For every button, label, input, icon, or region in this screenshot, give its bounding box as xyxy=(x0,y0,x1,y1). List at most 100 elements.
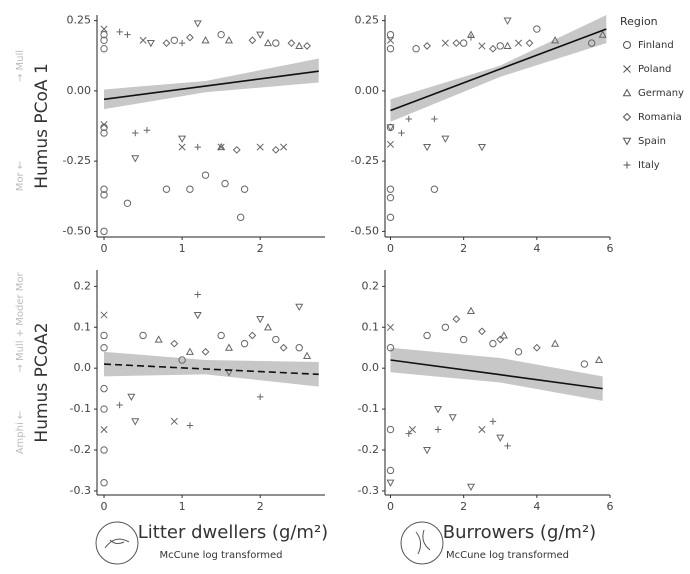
point xyxy=(433,406,443,414)
point xyxy=(100,185,108,193)
y-tick-label: 0.25 xyxy=(67,14,92,27)
point xyxy=(622,88,632,97)
y-note: Amphi ← xyxy=(15,411,26,455)
y-tick-label: 0.25 xyxy=(355,14,380,27)
point xyxy=(232,145,241,154)
point xyxy=(280,143,288,151)
point xyxy=(132,129,139,137)
point xyxy=(217,142,226,151)
legend-title: Region xyxy=(620,15,658,28)
point xyxy=(201,36,210,44)
point xyxy=(622,137,632,146)
point xyxy=(423,446,432,455)
point xyxy=(514,348,523,356)
point xyxy=(224,343,234,351)
point xyxy=(263,323,273,331)
point xyxy=(496,335,505,344)
legend-label: Finland xyxy=(638,40,674,51)
point xyxy=(162,39,171,48)
y-tick-label: -0.25 xyxy=(351,154,379,167)
point xyxy=(186,33,194,42)
point xyxy=(622,112,632,122)
point xyxy=(193,311,202,320)
point xyxy=(489,44,497,53)
x-tick-label: 2 xyxy=(460,242,467,255)
point xyxy=(295,41,304,49)
point xyxy=(459,335,468,344)
y-tick-label: 0.0 xyxy=(74,361,92,374)
point xyxy=(504,442,511,450)
point xyxy=(146,40,155,48)
point xyxy=(124,31,131,38)
point xyxy=(295,344,303,352)
x-axis-sublabel: McCune log transformed xyxy=(159,550,282,561)
point xyxy=(525,39,534,48)
point xyxy=(100,25,108,33)
point xyxy=(186,422,194,429)
point xyxy=(217,30,225,39)
point xyxy=(386,323,395,331)
legend-label: Poland xyxy=(638,64,671,75)
point xyxy=(466,483,476,492)
point xyxy=(116,401,123,409)
point xyxy=(405,430,412,437)
point xyxy=(386,45,395,53)
y-tick-label: -0.1 xyxy=(70,402,91,415)
point xyxy=(499,331,508,339)
point xyxy=(623,41,631,49)
point xyxy=(533,25,541,33)
point xyxy=(256,31,265,39)
y-tick-label: 0.2 xyxy=(74,279,92,292)
legend-label: Germany xyxy=(638,88,684,99)
point xyxy=(623,65,631,73)
x-tick-label: 6 xyxy=(607,500,614,513)
point xyxy=(503,41,512,49)
point xyxy=(459,39,468,47)
point xyxy=(100,344,108,352)
point xyxy=(477,144,487,152)
point xyxy=(412,45,420,53)
point xyxy=(434,426,442,433)
point xyxy=(127,393,136,402)
point xyxy=(139,36,147,44)
point xyxy=(489,418,497,425)
point xyxy=(489,339,497,348)
point xyxy=(496,434,505,442)
point xyxy=(398,129,405,137)
point xyxy=(386,36,395,44)
point xyxy=(452,315,461,323)
point xyxy=(170,417,178,425)
x-tick-label: 0 xyxy=(387,500,394,513)
point xyxy=(423,144,432,152)
point xyxy=(386,479,395,487)
litter-icon-drawing xyxy=(104,538,130,549)
point xyxy=(201,171,210,179)
x-tick-label: 4 xyxy=(533,500,540,513)
point xyxy=(256,393,264,401)
point xyxy=(551,339,560,347)
point xyxy=(279,343,288,352)
y-tick-label: 0.1 xyxy=(74,320,92,333)
point xyxy=(194,143,201,151)
fit-line xyxy=(103,70,319,101)
point xyxy=(100,45,108,53)
point xyxy=(100,129,108,137)
point xyxy=(186,185,194,193)
point xyxy=(405,115,412,123)
point xyxy=(100,446,108,454)
y-tick-label: -0.2 xyxy=(70,443,91,456)
point xyxy=(441,39,449,47)
point xyxy=(100,384,108,393)
point xyxy=(588,39,596,47)
y-tick-label: 0.1 xyxy=(362,320,380,333)
point xyxy=(100,191,108,199)
point xyxy=(116,28,123,36)
point xyxy=(123,199,132,207)
point xyxy=(466,306,476,314)
point xyxy=(467,34,475,41)
x-axis-label: Burrowers (g/m²) xyxy=(443,522,596,543)
y-note: → Mull + Moder Mor xyxy=(15,272,26,373)
y-tick-label: 0.2 xyxy=(362,279,380,292)
point xyxy=(139,331,147,340)
point xyxy=(386,140,395,148)
